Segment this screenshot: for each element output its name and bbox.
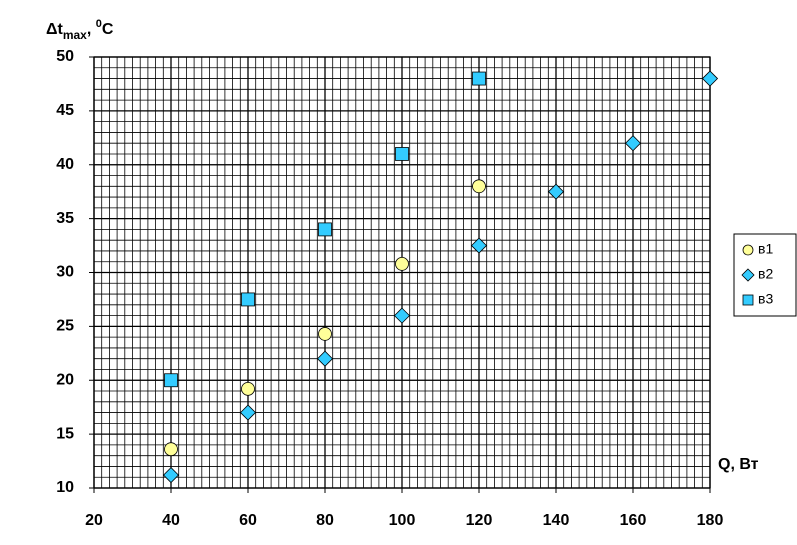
point: [395, 256, 409, 271]
x-tick-label: 100: [389, 512, 416, 529]
y-label-sep: ,: [87, 21, 96, 38]
x-tick-label: 80: [316, 512, 334, 529]
y-tick-label: 30: [56, 264, 74, 281]
point: [472, 179, 486, 194]
y-tick-label: 50: [56, 48, 74, 65]
point: [241, 292, 255, 307]
y-tick-label: 40: [56, 156, 74, 173]
y-tick-label: 35: [56, 210, 74, 227]
point: [624, 135, 642, 152]
point: [701, 70, 719, 87]
legend-label: в2: [758, 266, 773, 282]
x-tick-label: 140: [543, 512, 570, 529]
x-tick-label: 160: [620, 512, 647, 529]
y-tick-label: 20: [56, 371, 74, 388]
point: [316, 350, 334, 367]
point: [395, 147, 409, 161]
y-tick-label: 45: [56, 102, 74, 119]
x-tick-label: 60: [239, 512, 257, 529]
point: [742, 244, 754, 256]
y-tick-label: 25: [56, 318, 74, 335]
point: [318, 222, 332, 237]
point: [472, 71, 486, 86]
y-axis-label: Δtmax, 0C: [46, 18, 114, 42]
legend-label: в3: [758, 291, 773, 307]
point: [241, 381, 255, 396]
point: [741, 268, 755, 282]
legend-label: в1: [758, 241, 773, 257]
point: [547, 183, 565, 200]
legend-items: в1 в2 в3: [741, 241, 773, 307]
x-tick-label: 120: [466, 512, 493, 529]
point: [164, 373, 178, 388]
x-tick-label: 40: [162, 512, 180, 529]
point: [470, 237, 488, 254]
y-label-main: Δt: [46, 21, 64, 38]
y-tick-label: 10: [56, 479, 74, 496]
y-label-unit: C: [102, 21, 114, 38]
y-label-sup: 0: [96, 18, 102, 30]
grid: [89, 56, 711, 493]
x-tick-label: 20: [85, 512, 103, 529]
y-tick-label: 15: [56, 425, 74, 442]
point: [742, 294, 754, 306]
x-axis-label: Q, Вт: [718, 456, 759, 473]
point: [162, 467, 180, 484]
y-label-sub: max: [63, 28, 87, 42]
point: [239, 404, 257, 421]
marks: [162, 70, 719, 484]
point: [393, 307, 411, 324]
point: [164, 442, 178, 457]
x-tick-label: 180: [697, 512, 724, 529]
point: [318, 327, 332, 341]
plot-border: [93, 56, 711, 489]
